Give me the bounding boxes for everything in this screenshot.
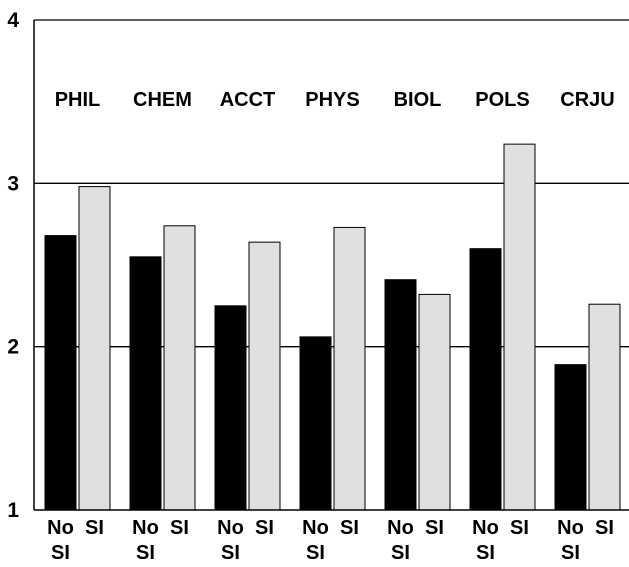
y-tick-labels: 1 2 3 4: [7, 9, 19, 522]
x-bar-labels: No SI SI No SI SI No SI SI No SI SI No SI SI No SI SI No SI…: [47, 517, 614, 564]
bar-acct-no-si: [214, 305, 247, 511]
bar-phys-si: [333, 226, 366, 511]
x-label-no: No: [132, 517, 159, 539]
category-label-crju: CRJU: [560, 89, 614, 111]
x-label-no-si-second-line: SI: [391, 542, 410, 564]
x-label-si: SI: [170, 517, 189, 539]
x-label-si: SI: [85, 517, 104, 539]
x-label-si: SI: [255, 517, 274, 539]
bar-chem-no-si: [129, 256, 162, 511]
bar-phys-no-si: [299, 336, 332, 511]
bar-acct-si: [248, 241, 281, 511]
bar-pols-no-si: [469, 248, 502, 511]
x-label-no: No: [387, 517, 414, 539]
category-label-phil: PHIL: [55, 89, 101, 111]
x-label-si: SI: [340, 517, 359, 539]
gridlines: [34, 182, 629, 348]
x-label-no-si-second-line: SI: [136, 542, 155, 564]
x-label-no-si-second-line: SI: [51, 542, 70, 564]
y-tick-label-1: 1: [7, 499, 19, 522]
category-label-acct: ACCT: [220, 89, 276, 111]
bar-pols-si: [503, 143, 536, 511]
y-tick-label-3: 3: [7, 172, 19, 195]
category-label-phys: PHYS: [305, 89, 359, 111]
x-label-no: No: [47, 517, 74, 539]
category-label-biol: BIOL: [394, 89, 442, 111]
x-label-no-si-second-line: SI: [306, 542, 325, 564]
bar-phil-no-si: [44, 235, 77, 511]
x-label-no: No: [557, 517, 584, 539]
x-label-no-si-second-line: SI: [476, 542, 495, 564]
category-label-chem: CHEM: [133, 89, 192, 111]
x-label-no: No: [472, 517, 499, 539]
bars: [44, 143, 621, 511]
bar-chem-si: [163, 225, 196, 511]
x-label-si: SI: [510, 517, 529, 539]
x-label-si: SI: [425, 517, 444, 539]
category-labels: PHIL CHEM ACCT PHYS BIOL POLS CRJU: [55, 89, 615, 111]
y-tick-label-4: 4: [7, 9, 19, 32]
bar-phil-si: [78, 186, 111, 511]
bar-crju-si: [588, 303, 621, 511]
category-label-pols: POLS: [475, 89, 529, 111]
x-label-no-si-second-line: SI: [221, 542, 240, 564]
axes: [33, 19, 629, 511]
bar-biol-no-si: [384, 279, 417, 511]
x-label-no: No: [217, 517, 244, 539]
x-label-no-si-second-line: SI: [561, 542, 580, 564]
y-tick-label-2: 2: [7, 336, 19, 359]
x-label-no: No: [302, 517, 329, 539]
bar-crju-no-si: [554, 364, 587, 511]
x-label-si: SI: [595, 517, 614, 539]
bar-biol-si: [418, 293, 451, 511]
